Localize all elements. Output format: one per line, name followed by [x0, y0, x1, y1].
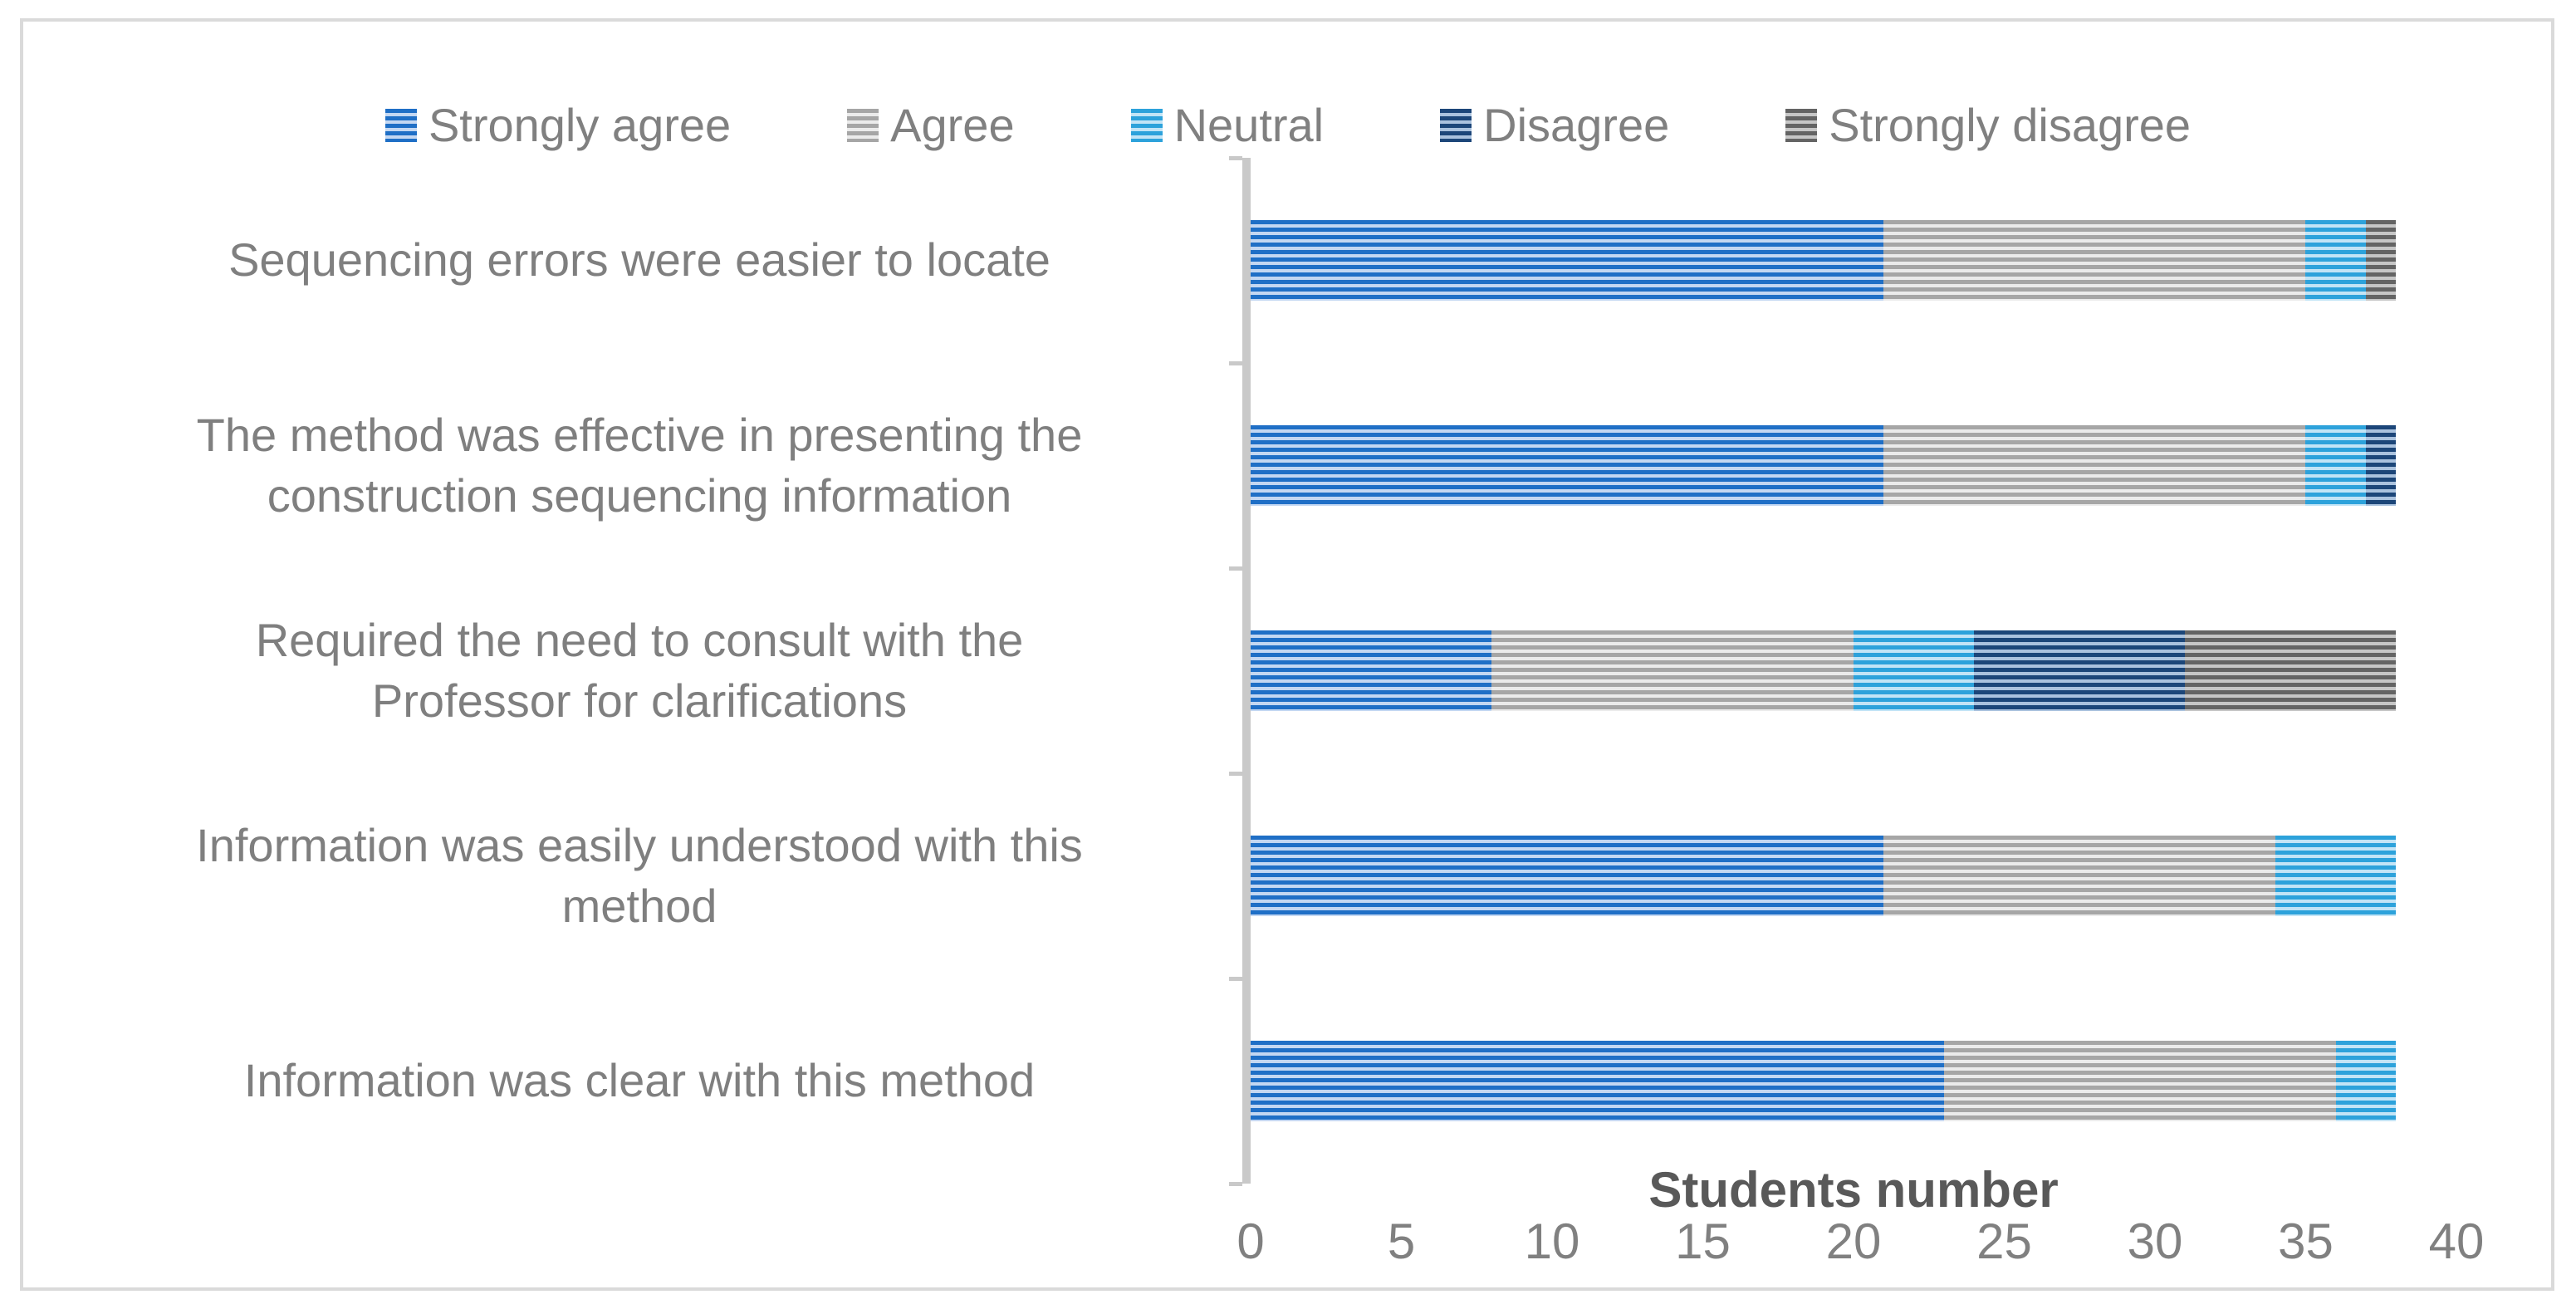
legend-swatch-icon	[1440, 108, 1472, 142]
y-axis-tick	[1229, 566, 1242, 571]
legend-swatch-icon	[1130, 108, 1163, 142]
y-axis-tick	[1229, 977, 1242, 981]
bar-segment-strongly-agree	[1251, 220, 1884, 301]
bar-segment-strongly-agree	[1251, 630, 1492, 711]
y-axis-tick	[1229, 772, 1242, 776]
x-tick-label: 30	[2127, 1213, 2183, 1269]
bar-segment-strongly-agree	[1251, 836, 1884, 916]
x-tick-label: 0	[1237, 1213, 1265, 1269]
y-axis-tick	[1229, 1182, 1242, 1186]
bar-segment-neutral	[2305, 220, 2367, 301]
bar-segment-agree	[1883, 836, 2276, 916]
bar-row	[1251, 630, 2397, 711]
bar-segment-agree	[1491, 630, 1854, 711]
bar-segment-agree	[1943, 1041, 2336, 1121]
x-tick-label: 25	[1976, 1213, 2032, 1269]
y-axis-tick	[1229, 361, 1242, 365]
legend-item-agree: Agree	[847, 98, 1015, 152]
bar-segment-agree	[1883, 425, 2306, 506]
x-tick-label: 20	[1825, 1213, 1882, 1269]
bar-segment-neutral	[2335, 1041, 2397, 1121]
legend-label: Strongly agree	[428, 99, 732, 151]
y-axis-tick	[1229, 156, 1242, 160]
x-tick-label: 5	[1387, 1213, 1416, 1269]
legend-item-strongly-agree: Strongly agree	[384, 98, 732, 152]
legend-swatch-icon	[847, 108, 879, 142]
bar-row	[1251, 836, 2397, 916]
legend-label: Neutral	[1173, 99, 1325, 151]
category-label: The method was effective in presenting t…	[196, 408, 1083, 522]
x-tick-label: 10	[1524, 1213, 1580, 1269]
bar-segment-neutral	[2275, 836, 2397, 916]
chart-legend: Strongly agree Agree Neutral Disagree Strong…	[0, 98, 2576, 152]
x-tick-label: 35	[2278, 1213, 2334, 1269]
legend-label: Agree	[890, 99, 1015, 151]
legend-item-disagree: Disagree	[1440, 98, 1669, 152]
legend-swatch-icon	[384, 108, 417, 142]
x-tick-label: 40	[2428, 1213, 2485, 1269]
category-label: Information was easily understood with t…	[196, 818, 1083, 932]
category-label: Sequencing errors were easier to locate	[228, 233, 1050, 287]
category-label: Information was clear with this method	[243, 1054, 1036, 1107]
legend-item-strongly-disagree: Strongly disagree	[1785, 98, 2191, 152]
bar-row	[1251, 220, 2397, 301]
bar-segment-neutral	[2305, 425, 2367, 506]
bar-segment-strongly-disagree	[2185, 630, 2397, 711]
bar-row	[1251, 1041, 2397, 1121]
legend-label: Disagree	[1483, 99, 1670, 151]
x-tick-label: 15	[1675, 1213, 1731, 1269]
bar-segment-strongly-agree	[1251, 425, 1884, 506]
bar-segment-disagree	[1974, 630, 2186, 711]
legend-item-neutral: Neutral	[1130, 98, 1325, 152]
y-axis-line	[1242, 158, 1251, 1184]
bar-segment-strongly-agree	[1251, 1041, 1944, 1121]
bar-row	[1251, 425, 2397, 506]
bar-segment-strongly-disagree	[2366, 220, 2397, 301]
bar-segment-disagree	[2366, 425, 2397, 506]
legend-swatch-icon	[1785, 108, 1818, 142]
x-axis-title: Students number	[1648, 1162, 2059, 1218]
category-label: Required the need to consult with the Pr…	[255, 613, 1024, 727]
bar-segment-neutral	[1853, 630, 1975, 711]
legend-label: Strongly disagree	[1829, 99, 2192, 151]
bar-segment-agree	[1883, 220, 2306, 301]
